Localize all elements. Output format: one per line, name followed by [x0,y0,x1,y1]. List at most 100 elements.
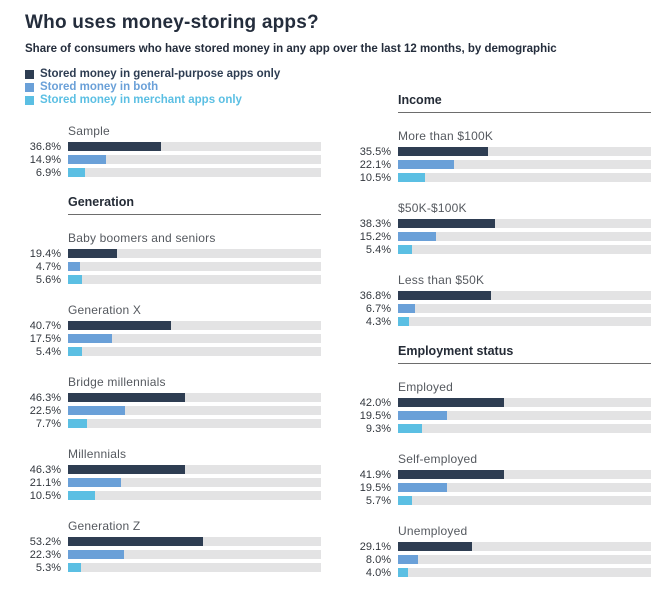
bar-track [398,411,651,420]
bar-row: 21.1% [25,476,321,489]
bar-value-label: 5.4% [35,345,61,358]
group-title: More than $100K [398,129,494,143]
bar-fill [68,563,82,572]
bar-track [398,483,651,492]
bar-value-label: 6.9% [35,166,61,179]
bar-value-label: 4.7% [35,260,61,273]
bar-fill [68,262,80,271]
bar-track [68,262,321,271]
bar-row: 7.7% [25,417,321,430]
bar-row: 8.0% [355,553,651,566]
bar-row: 36.8% [25,140,321,153]
bar-track [398,173,651,182]
bar-fill [398,483,448,492]
bar-track [398,568,651,577]
bar-row: 41.9% [355,468,651,481]
legend-item: Stored money in merchant apps only [25,94,321,107]
bar-value-label: 21.1% [29,476,61,489]
bar-value-label: 41.9% [359,468,391,481]
bar-group: Millennials 46.3% 21.1% 10.5% [25,447,321,502]
bar-row: 35.5% [355,145,651,158]
bar-fill [68,155,106,164]
section-header: Income [398,94,651,113]
bar-track [68,406,321,415]
bar-track [68,321,321,330]
bar-group: Generation Z 53.2% 22.3% 5.3% [25,519,321,574]
group-title: Baby boomers and seniors [68,231,216,245]
bar-value-label: 17.5% [29,332,61,345]
bar-row: 29.1% [355,540,651,553]
page-title: Who uses money-storing apps? [25,12,319,33]
group-title: Millennials [68,447,127,461]
bar-fill [68,537,203,546]
bar-group: Bridge millennials 46.3% 22.5% 7.7% [25,375,321,430]
bar-fill [398,245,412,254]
bar-value-label: 22.3% [29,548,61,561]
bar-row: 22.5% [25,404,321,417]
bar-group: Less than $50K 36.8% 6.7% 4.3% [355,273,651,328]
bar-fill [398,219,495,228]
bar-fill [398,542,472,551]
bar-fill [398,147,488,156]
bar-value-label: 4.3% [365,315,391,328]
bar-row: 10.5% [355,171,651,184]
bar-fill [398,291,492,300]
bar-fill [398,317,409,326]
bar-fill [68,275,83,284]
group-title: Unemployed [398,524,468,538]
bar-track [398,398,651,407]
bar-value-label: 53.2% [29,535,61,548]
bar-row: 4.0% [355,566,651,579]
bar-group: Baby boomers and seniors 19.4% 4.7% 5.6% [25,231,321,286]
bar-track [398,245,651,254]
legend-item: Stored money in general-purpose apps onl… [25,68,321,81]
legend-label: Stored money in merchant apps only [40,94,242,106]
bar-track [398,219,651,228]
bar-group: Employed 42.0% 19.5% 9.3% [355,380,651,435]
bar-value-label: 15.2% [359,230,391,243]
bar-fill [68,321,171,330]
bar-row: 4.3% [355,315,651,328]
bar-track [398,304,651,313]
bar-fill [398,470,504,479]
section-header: Employment status [398,345,651,364]
bar-track [68,334,321,343]
bar-track [68,155,321,164]
bar-track [398,555,651,564]
bar-track [68,347,321,356]
bar-fill [68,550,125,559]
bar-value-label: 40.7% [29,319,61,332]
bar-row: 9.3% [355,422,651,435]
bar-row: 53.2% [25,535,321,548]
bar-row: 19.5% [355,481,651,494]
bar-fill [68,406,125,415]
bar-track [68,168,321,177]
bar-fill [398,424,422,433]
group-title: Sample [68,124,110,138]
bar-row: 14.9% [25,153,321,166]
bar-track [68,419,321,428]
group-title: Generation X [68,303,142,317]
bar-track [68,478,321,487]
bar-track [398,160,651,169]
bar-row: 46.3% [25,391,321,404]
bar-value-label: 19.4% [29,247,61,260]
bar-row: 15.2% [355,230,651,243]
bar-row: 17.5% [25,332,321,345]
bar-group: Generation X 40.7% 17.5% 5.4% [25,303,321,358]
bar-value-label: 19.5% [359,481,391,494]
bar-fill [398,232,437,241]
chart-column: Income More than $100K 35.5% 22.1% 10.5% $50K… [355,68,651,596]
legend-item: Stored money in both [25,81,321,94]
bar-fill [68,491,95,500]
bar-fill [68,249,118,258]
bar-track [68,537,321,546]
bar-value-label: 10.5% [359,171,391,184]
group-title: Bridge millennials [68,375,166,389]
page-subtitle: Share of consumers who have stored money… [25,43,557,55]
bar-fill [398,555,419,564]
bar-track [398,424,651,433]
bar-track [68,465,321,474]
bar-value-label: 4.0% [365,566,391,579]
